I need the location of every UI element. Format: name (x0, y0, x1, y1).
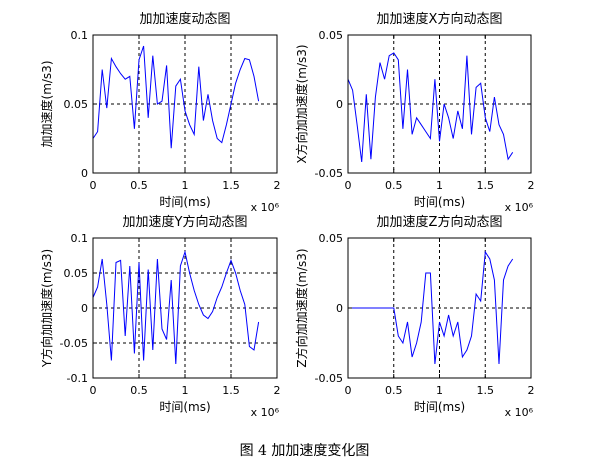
y-jerk-xtick-label-3: 1.5 (222, 384, 240, 397)
jerk-xtick-label-3: 1.5 (222, 179, 240, 192)
x-jerk-ytick-label-2: 0.05 (319, 29, 344, 42)
z-jerk-xtick-label-1: 0.5 (385, 384, 403, 397)
x-jerk-xtick-label-1: 0.5 (385, 179, 403, 192)
y-jerk-title: 加加速度Y方向动态图 (123, 214, 248, 230)
jerk-x-multiplier: x 10⁶ (251, 201, 280, 214)
y-jerk-ytick-label-4: 0.1 (71, 232, 89, 245)
y-jerk-x-multiplier: x 10⁶ (251, 406, 280, 419)
x-jerk-xlabel: 时间(ms) (414, 195, 465, 209)
x-jerk-xtick-label-2: 1 (436, 179, 443, 192)
z-jerk-xtick-label-2: 1 (436, 384, 443, 397)
y-jerk-subplot: 0 0.5 1 1.5 2 -0.1 -0.05 0 0.05 0.1 加加速度Y方向动态图时间(m… (39, 214, 281, 419)
x-jerk-ylabel: X方向加加速度(m/s3) (294, 44, 309, 163)
jerk-xtick-label-4: 2 (274, 179, 281, 192)
y-jerk-ytick-label-2: 0 (81, 302, 88, 315)
x-jerk-x-multiplier: x 10⁶ (505, 201, 534, 214)
jerk-xtick-label-1: 0.5 (130, 179, 148, 192)
z-jerk-xtick-label-4: 2 (528, 384, 535, 397)
x-jerk-xtick-label-3: 1.5 (477, 179, 495, 192)
y-jerk-ytick-label-0: -0.1 (67, 372, 88, 385)
z-jerk-xlabel: 时间(ms) (414, 400, 465, 414)
jerk-series-line-0 (92, 45, 260, 149)
jerk-xtick-label-2: 1 (182, 179, 189, 192)
z-jerk-ytick-label-0: -0.05 (315, 372, 343, 385)
z-jerk-ytick-label-1: 0 (336, 302, 343, 315)
x-jerk-xtick-label-0: 0 (345, 179, 352, 192)
z-jerk-x-multiplier: x 10⁶ (505, 406, 534, 419)
y-jerk-xtick-label-0: 0 (90, 384, 97, 397)
z-jerk-title: 加加速度Z方向动态图 (377, 214, 503, 230)
jerk-xlabel: 时间(ms) (159, 195, 210, 209)
y-jerk-xtick-label-1: 0.5 (130, 384, 148, 397)
jerk-xtick-label-0: 0 (90, 179, 97, 192)
y-jerk-ytick-label-1: -0.05 (60, 337, 88, 350)
y-jerk-ylabel: Y方向加加速度(m/s3) (39, 249, 54, 368)
x-jerk-title: 加加速度X方向动态图 (377, 11, 503, 27)
jerk-ytick-label-2: 0.1 (71, 29, 89, 42)
jerk-ytick-label-0: 0 (81, 167, 88, 180)
y-jerk-series-line-0 (92, 250, 260, 365)
jerk-title: 加加速度动态图 (139, 11, 230, 27)
z-jerk-xtick-label-0: 0 (345, 384, 352, 397)
jerk-ylabel: 加加速度(m/s3) (39, 61, 54, 148)
x-jerk-ytick-label-0: -0.05 (315, 167, 343, 180)
x-jerk-xtick-label-4: 2 (528, 179, 535, 192)
z-jerk-ytick-label-2: 0.05 (319, 232, 344, 245)
y-jerk-ytick-label-3: 0.05 (64, 267, 89, 280)
y-jerk-xtick-label-2: 1 (182, 384, 189, 397)
y-jerk-xtick-label-4: 2 (274, 384, 281, 397)
z-jerk-ylabel: Z方向加加速度(m/s3) (294, 248, 309, 367)
z-jerk-xtick-label-3: 1.5 (477, 384, 495, 397)
y-jerk-xlabel: 时间(ms) (159, 400, 210, 414)
x-jerk-series-line-0 (347, 52, 514, 163)
z-jerk-series-line-0 (348, 250, 514, 365)
figure-caption: 图 4 加加速度变化图 (239, 443, 370, 459)
x-jerk-ytick-label-1: 0 (336, 98, 343, 111)
jerk-ytick-label-1: 0.05 (64, 98, 89, 111)
